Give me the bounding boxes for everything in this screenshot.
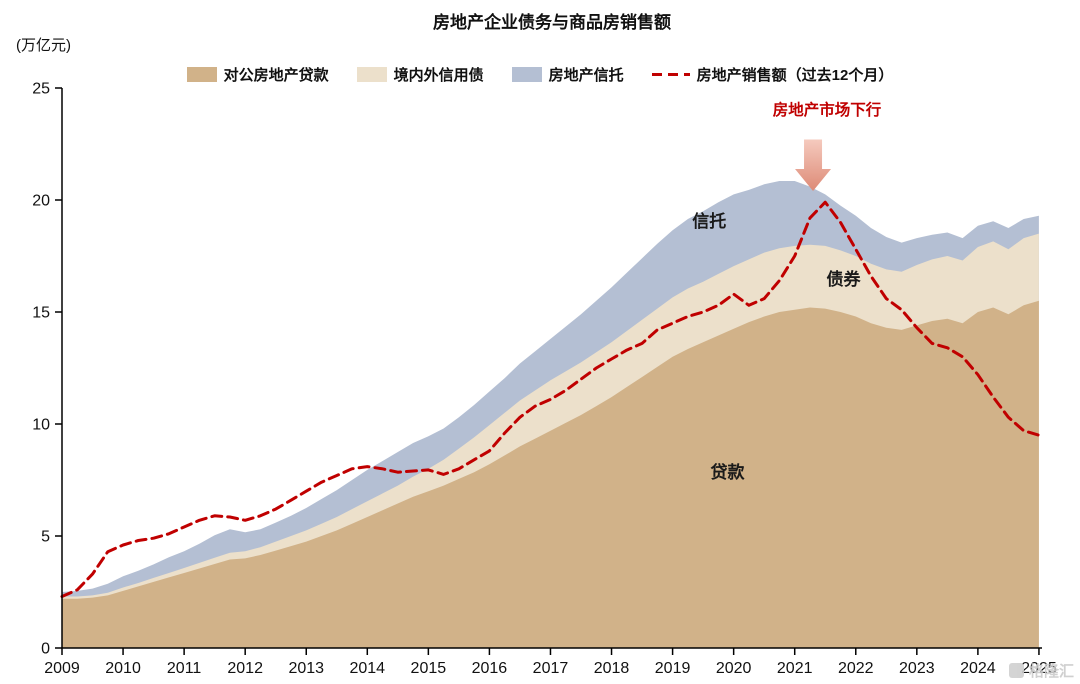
x-axis-tick-label: 2019 [655,660,691,677]
x-axis-tick-label: 2018 [594,660,630,677]
area-label: 信托 [692,211,726,231]
x-axis-tick-label: 2012 [227,660,263,677]
x-axis-tick-label: 2015 [411,660,447,677]
legend-item-1: 对公房地产贷款 [186,64,329,85]
down-arrow-icon [795,139,832,192]
x-axis-tick-label: 2025 [1021,660,1057,677]
watermark-logo-icon [1008,663,1024,678]
legend-item-3: 房地产信托 [511,64,624,85]
x-axis-tick-label: 2023 [899,660,935,677]
chart-title: 房地产企业债务与商品房销售额 [433,13,671,32]
legend-area-swatch [511,67,542,82]
legend-dashed-line-swatch [651,73,690,76]
x-axis-tick-label: 2024 [960,660,996,677]
legend-label: 对公房地产贷款 [223,67,329,84]
x-axis-tick-label: 2014 [349,660,385,677]
y-axis-tick-label: 15 [32,305,50,322]
x-axis-tick-label: 2020 [716,660,752,677]
x-axis-tick-label: 2013 [288,660,324,677]
x-axis-tick-label: 2022 [838,660,874,677]
sales-dashed-line [60,200,1041,598]
legend-area-swatch [186,67,217,82]
area-series-loans [62,300,1039,648]
y-axis-tick-label: 5 [41,529,50,546]
legend-label: 境内外信用债 [393,67,484,84]
chart-legend: 对公房地产贷款 境内外信用债 房地产信托 房地产销售额（过去12个月） [0,64,1080,85]
x-axis-tick-label: 2009 [44,660,80,677]
legend-item-2: 境内外信用债 [356,64,484,85]
x-axis-tick-label: 2017 [533,660,569,677]
y-axis-tick-label: 25 [32,81,50,98]
annotation-label: 房地产市场下行 [773,100,882,119]
legend-item-4: 房地产销售额（过去12个月） [651,64,894,85]
x-axis-tick-label: 2011 [167,660,202,677]
legend-area-swatch [356,67,387,82]
legend-label: 房地产信托 [548,67,624,84]
legend-label: 房地产销售额（过去12个月） [696,67,894,84]
watermark: 格隆汇 [1008,660,1074,681]
area-label: 贷款 [711,462,746,482]
y-axis-tick-label: 20 [32,193,50,210]
area-label: 债券 [827,269,862,289]
x-axis-tick-label: 2016 [472,660,508,677]
x-axis-tick-label: 2010 [105,660,141,677]
y-axis-tick-label: 10 [32,417,50,434]
x-axis-tick-label: 2021 [777,660,813,677]
y-axis-tick-label: 0 [41,641,50,658]
y-axis-unit-label: (万亿元) [16,37,71,54]
watermark-text: 格隆汇 [1028,663,1074,680]
